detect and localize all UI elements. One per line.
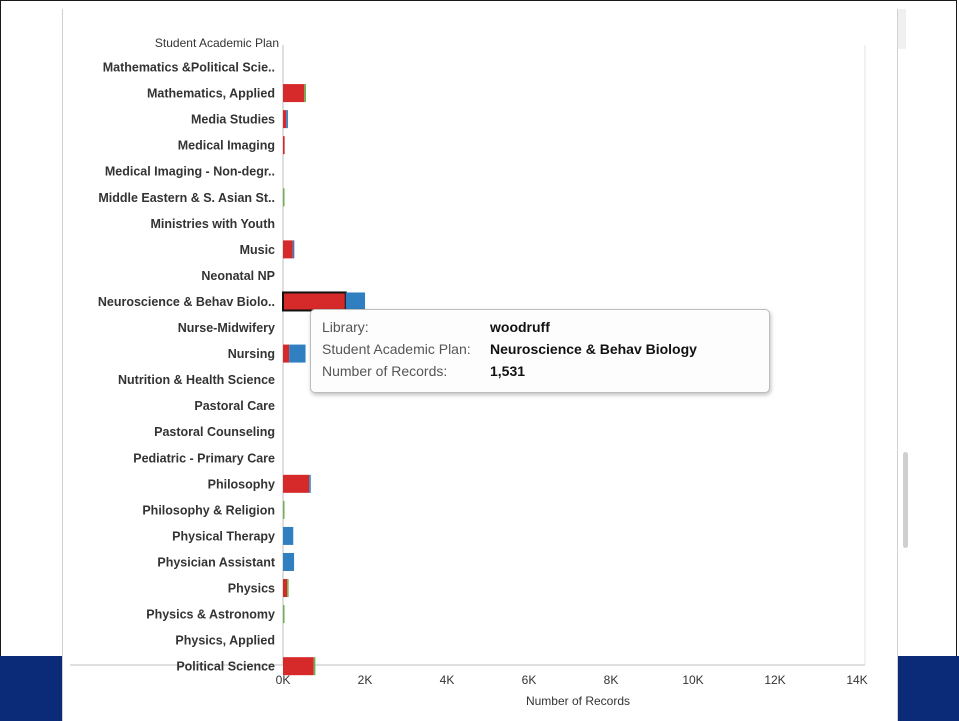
category-label[interactable]: Neonatal NP: [201, 269, 275, 283]
category-label[interactable]: Pastoral Care: [194, 399, 275, 413]
bar-segment[interactable]: [283, 188, 285, 207]
category-label[interactable]: Philosophy: [208, 477, 275, 491]
tooltip-key: Number of Records:: [322, 363, 448, 379]
tooltip: Library: woodruff Student Academic Plan: N…: [310, 309, 770, 393]
tooltip-key: Library:: [322, 319, 369, 335]
category-label[interactable]: Political Science: [176, 660, 275, 674]
tooltip-value: 1,531: [490, 363, 526, 379]
x-tick-label: 6K: [522, 673, 537, 687]
bar-segment[interactable]: [292, 240, 295, 259]
category-label[interactable]: Pastoral Counseling: [154, 425, 275, 439]
bar-segment[interactable]: [283, 657, 314, 676]
category-label[interactable]: Media Studies: [191, 113, 275, 127]
x-tick-label: 0K: [276, 673, 291, 687]
side-strip: [898, 9, 906, 49]
row-field-header[interactable]: Student Academic Plan: [154, 36, 279, 50]
bar-segment[interactable]: [345, 292, 366, 311]
bar-segment[interactable]: [283, 526, 294, 545]
tooltip-value: Neuroscience & Behav Biology: [490, 341, 697, 357]
category-label[interactable]: Physical Therapy: [172, 529, 275, 543]
bar-segment[interactable]: [282, 291, 347, 312]
x-tick-label: 10K: [682, 673, 703, 687]
category-label[interactable]: Nurse-Midwifery: [178, 321, 275, 335]
category-label[interactable]: Neuroscience & Behav Biolo..: [98, 295, 275, 309]
category-label[interactable]: Mathematics, Applied: [147, 87, 275, 101]
bar-segment[interactable]: [309, 474, 311, 493]
category-label[interactable]: Middle Eastern & S. Asian St..: [98, 191, 275, 205]
bar-segment[interactable]: [283, 240, 293, 259]
bar-segment[interactable]: [283, 136, 285, 155]
bar-segment[interactable]: [283, 110, 287, 129]
category-label[interactable]: Medical Imaging - Non-degr..: [105, 165, 275, 179]
category-label[interactable]: Nutrition & Health Science: [118, 373, 275, 387]
bar-segment[interactable]: [283, 579, 288, 598]
tooltip-value: woodruff: [490, 319, 550, 335]
x-tick-label: 4K: [440, 673, 455, 687]
tooltip-row-library: Library: woodruff: [322, 319, 550, 335]
tooltip-row-records: Number of Records: 1,531: [322, 363, 525, 379]
category-label[interactable]: Physics: [228, 582, 275, 596]
category-label[interactable]: Philosophy & Religion: [142, 503, 275, 517]
bar-segment[interactable]: [283, 605, 285, 624]
bar-segment[interactable]: [286, 110, 288, 129]
bar-segment[interactable]: [304, 84, 306, 103]
category-label[interactable]: Ministries with Youth: [150, 217, 275, 231]
bar-segment[interactable]: [289, 344, 306, 363]
x-tick-label: 14K: [846, 673, 867, 687]
category-label[interactable]: Medical Imaging: [178, 139, 275, 153]
scrollbar-thumb[interactable]: [903, 452, 908, 548]
x-axis-title: Number of Records: [526, 694, 630, 708]
x-tick-label: 12K: [764, 673, 785, 687]
bar-segment[interactable]: [283, 344, 290, 363]
category-label[interactable]: Nursing: [228, 347, 275, 361]
category-label[interactable]: Mathematics &Political Scie..: [103, 61, 275, 75]
bar-segment[interactable]: [283, 84, 305, 103]
bar-segment[interactable]: [287, 579, 289, 598]
bar-segment[interactable]: [313, 657, 316, 676]
category-label[interactable]: Physics, Applied: [175, 634, 275, 648]
bar-segment[interactable]: [283, 552, 295, 571]
bar-segment[interactable]: [283, 474, 310, 493]
bar-segment[interactable]: [283, 500, 285, 519]
category-label[interactable]: Pediatric - Primary Care: [133, 451, 275, 465]
x-tick-label: 8K: [604, 673, 619, 687]
category-label[interactable]: Physician Assistant: [157, 555, 275, 569]
tooltip-row-plan: Student Academic Plan: Neuroscience & Beh…: [322, 341, 697, 357]
x-tick-label: 2K: [358, 673, 373, 687]
category-label[interactable]: Music: [240, 243, 275, 257]
category-label[interactable]: Physics & Astronomy: [146, 608, 275, 622]
tooltip-key: Student Academic Plan:: [322, 341, 471, 357]
